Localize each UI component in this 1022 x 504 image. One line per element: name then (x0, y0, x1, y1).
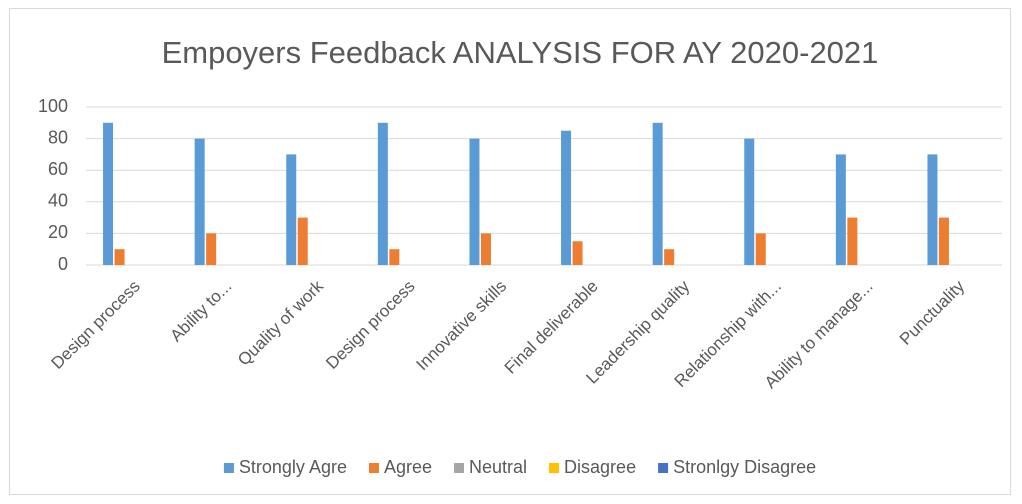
bar (286, 154, 297, 265)
bar (938, 217, 949, 265)
legend-label: Neutral (469, 457, 527, 477)
bar (377, 122, 388, 265)
bar (744, 138, 755, 265)
bar (652, 122, 663, 265)
bar (114, 249, 125, 265)
bar (755, 233, 766, 265)
legend-label: Stronlgy Disagree (673, 457, 816, 477)
chart-border (9, 8, 1011, 495)
bar (927, 154, 938, 265)
legend-swatch (223, 463, 234, 473)
bar (469, 138, 480, 265)
y-tick-label: 80 (48, 127, 68, 147)
legend-swatch (368, 463, 379, 473)
bar (480, 233, 491, 265)
bar (194, 138, 205, 265)
bar (297, 217, 308, 265)
legend-label: Agree (384, 457, 432, 477)
legend-label: Strongly Agre (239, 457, 347, 477)
legend: Strongly Agre Agree Neutral Disagree Stronlg… (223, 457, 816, 477)
y-tick-label: 40 (48, 191, 68, 211)
bar (561, 130, 572, 265)
bar (664, 249, 675, 265)
bar (103, 122, 114, 265)
bar (389, 249, 400, 265)
y-tick-label: 60 (48, 159, 68, 179)
bar (835, 154, 846, 265)
y-tick-label: 20 (48, 222, 68, 242)
bar (572, 241, 583, 265)
y-tick-label: 100 (38, 96, 68, 116)
legend-swatch (549, 463, 560, 473)
y-tick-label: 0 (58, 254, 68, 274)
bar (847, 217, 858, 265)
bar (206, 233, 217, 265)
chart-title: Empoyers Feedback ANALYSIS FOR AY 2020-2… (162, 35, 879, 70)
legend-label: Disagree (564, 457, 636, 477)
legend-swatch (454, 463, 465, 473)
legend-swatch (658, 463, 669, 473)
